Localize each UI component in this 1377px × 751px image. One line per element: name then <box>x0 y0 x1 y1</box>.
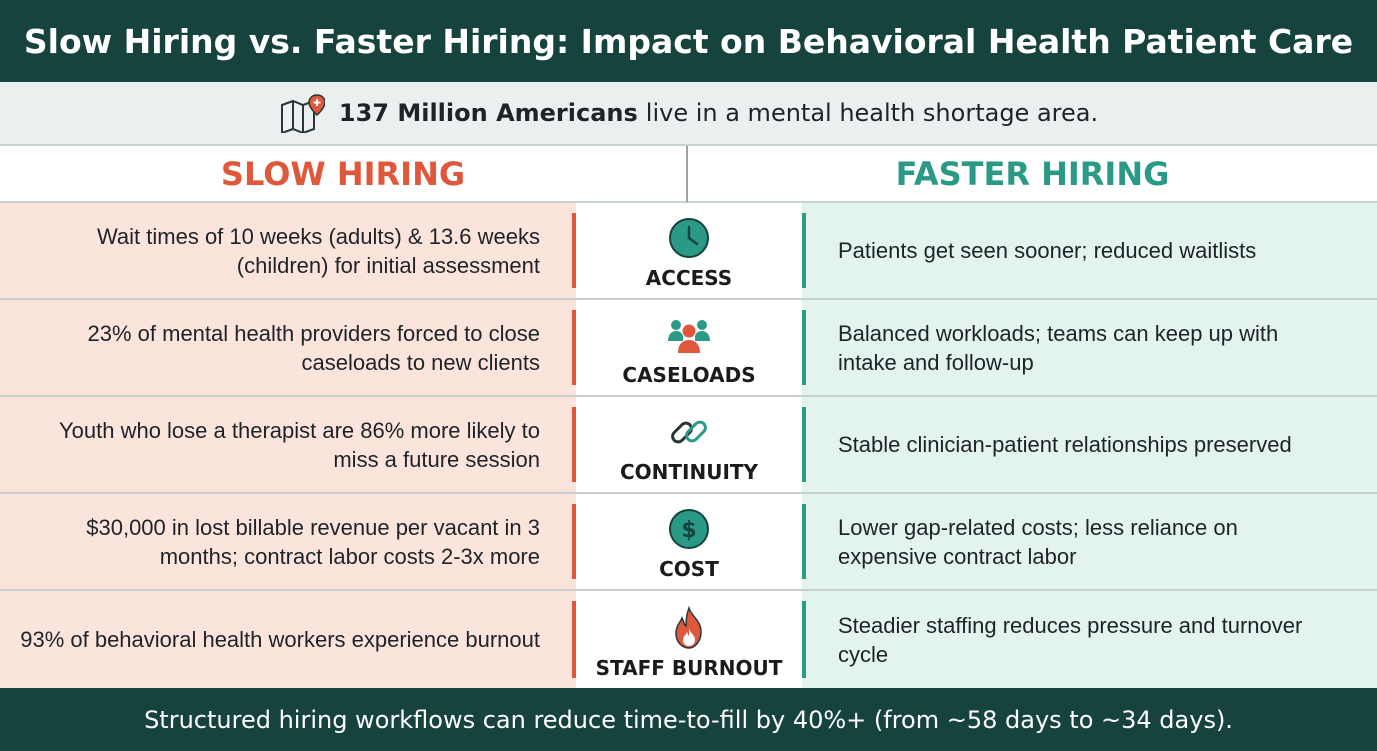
slow-text: $30,000 in lost billable revenue per vac… <box>86 514 540 569</box>
fast-accent-bar <box>802 310 806 385</box>
svg-text:$: $ <box>681 518 696 543</box>
slow-cell: 23% of mental health providers forced to… <box>0 300 576 395</box>
clock-icon <box>669 218 709 258</box>
fast-text: Patients get seen sooner; reduced waitli… <box>838 238 1257 263</box>
slow-accent-bar <box>572 407 576 482</box>
table-row: Youth who lose a therapist are 86% more … <box>0 397 1377 494</box>
map-pin-icon <box>280 94 325 133</box>
category-label: STAFF BURNOUT <box>595 656 783 680</box>
faster-hiring-header: FASTER HIRING <box>688 146 1377 203</box>
category-cell: CASELOADS <box>576 300 802 395</box>
page-title: Slow Hiring vs. Faster Hiring: Impact on… <box>0 0 1377 82</box>
fast-cell: Balanced workloads; teams can keep up wi… <box>802 300 1377 395</box>
slow-text: 93% of behavioral health workers experie… <box>20 627 540 652</box>
category-label: CONTINUITY <box>619 460 759 484</box>
category-cell: STAFF BURNOUT <box>576 591 802 688</box>
category-label: CASELOADS <box>622 363 756 387</box>
flame-icon <box>675 606 702 649</box>
slow-cell: 93% of behavioral health workers experie… <box>0 591 576 688</box>
category-label: COST <box>659 557 719 581</box>
fast-accent-bar <box>802 213 806 288</box>
fast-text: Stable clinician-patient relationships p… <box>838 432 1292 457</box>
table-row: Wait times of 10 weeks (adults) & 13.6 w… <box>0 203 1377 300</box>
stat-highlight: 137 Million Americans <box>338 99 638 127</box>
category-label: ACCESS <box>645 266 733 290</box>
fast-cell: Lower gap-related costs; less reliance o… <box>802 494 1377 589</box>
slow-text: 23% of mental health providers forced to… <box>87 320 540 375</box>
chain-link-icon <box>671 420 707 444</box>
fast-accent-bar <box>802 504 806 579</box>
fast-accent-bar <box>802 407 806 482</box>
slow-accent-bar <box>572 310 576 385</box>
dollar-coin-icon: $ <box>669 509 709 549</box>
table-row: $30,000 in lost billable revenue per vac… <box>0 494 1377 591</box>
table-row: 23% of mental health providers forced to… <box>0 300 1377 397</box>
slow-cell: Youth who lose a therapist are 86% more … <box>0 397 576 492</box>
fast-accent-bar <box>802 601 806 678</box>
slow-accent-bar <box>572 601 576 678</box>
fast-text: Lower gap-related costs; less reliance o… <box>838 514 1238 569</box>
slow-text: Youth who lose a therapist are 86% more … <box>58 417 540 472</box>
slow-hiring-header: SLOW HIRING <box>0 146 688 203</box>
category-cell: $ COST <box>576 494 802 589</box>
slow-accent-bar <box>572 504 576 579</box>
fast-text: Balanced workloads; teams can keep up wi… <box>838 320 1279 375</box>
fast-cell: Patients get seen sooner; reduced waitli… <box>802 203 1377 298</box>
footer-banner: Structured hiring workflows can reduce t… <box>0 688 1377 751</box>
category-cell: ACCESS <box>576 203 802 298</box>
stat-banner: 137 Million Americans live in a mental h… <box>0 82 1377 146</box>
category-cell: CONTINUITY <box>576 397 802 492</box>
table-row: 93% of behavioral health workers experie… <box>0 591 1377 688</box>
fast-cell: Stable clinician-patient relationships p… <box>802 397 1377 492</box>
slow-cell: $30,000 in lost billable revenue per vac… <box>0 494 576 589</box>
people-group-icon <box>668 320 710 353</box>
fast-text: Steadier staffing reduces pressure and t… <box>838 612 1303 667</box>
slow-cell: Wait times of 10 weeks (adults) & 13.6 w… <box>0 203 576 298</box>
stat-text: live in a mental health shortage area. <box>645 99 1099 127</box>
slow-text: Wait times of 10 weeks (adults) & 13.6 w… <box>96 223 540 278</box>
slow-accent-bar <box>572 213 576 288</box>
fast-cell: Steadier staffing reduces pressure and t… <box>802 591 1377 688</box>
comparison-table: Wait times of 10 weeks (adults) & 13.6 w… <box>0 203 1377 688</box>
